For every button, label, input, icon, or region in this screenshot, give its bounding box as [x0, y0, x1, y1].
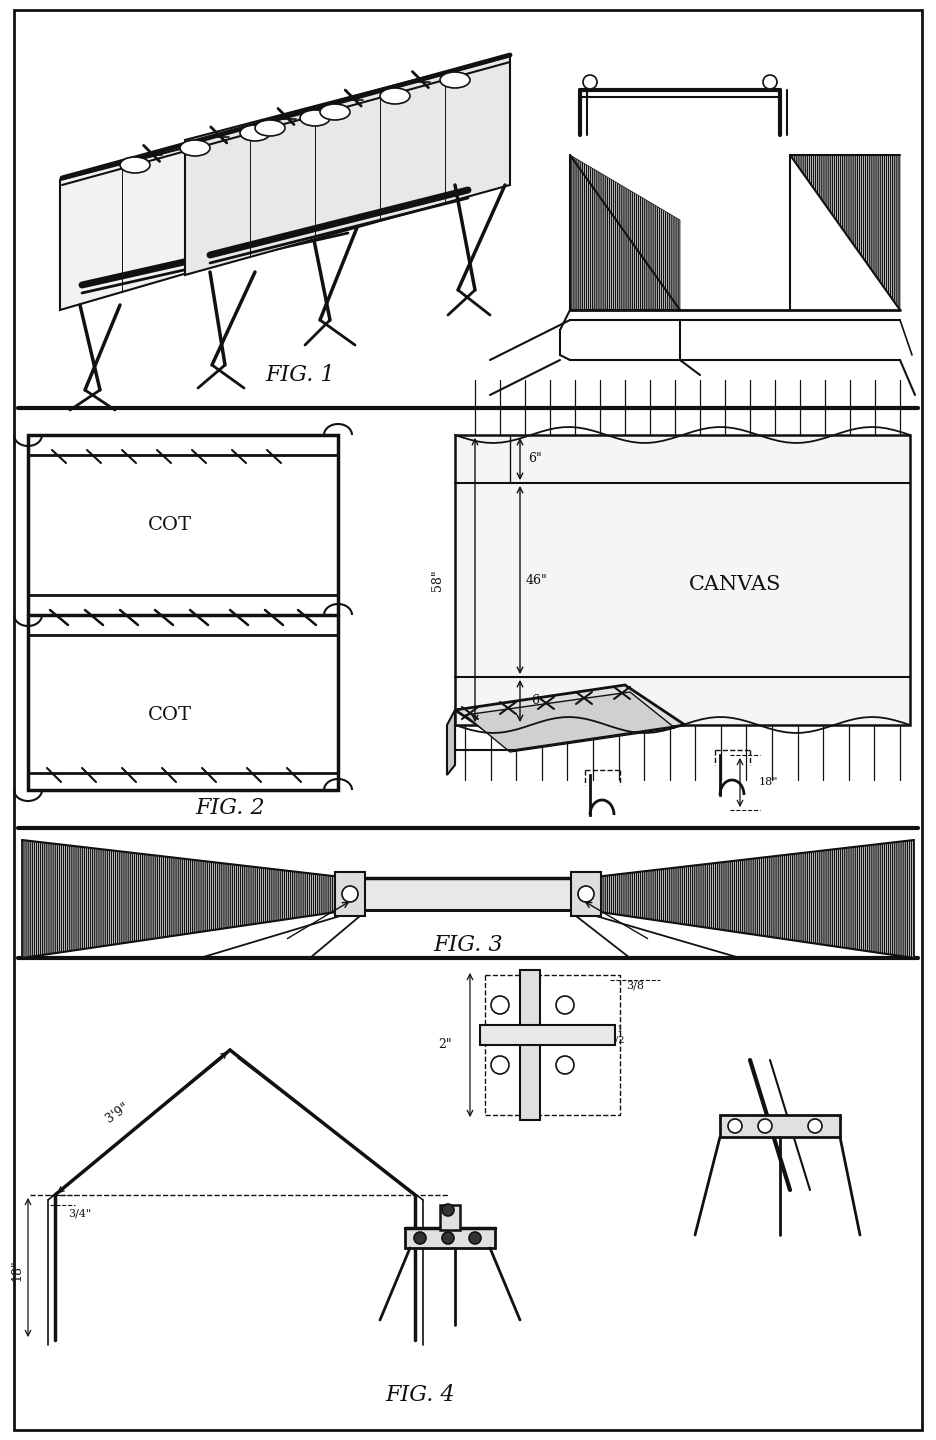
Circle shape	[583, 75, 597, 89]
Polygon shape	[790, 156, 900, 310]
Text: 18": 18"	[758, 778, 778, 788]
Text: 6": 6"	[528, 452, 542, 465]
Polygon shape	[447, 710, 455, 775]
Ellipse shape	[180, 140, 210, 156]
Polygon shape	[465, 693, 675, 752]
Text: 46": 46"	[526, 573, 548, 586]
Text: 3/8: 3/8	[626, 981, 644, 991]
Circle shape	[469, 1233, 481, 1244]
Bar	[335, 873, 365, 916]
Bar	[485, 975, 620, 1115]
Ellipse shape	[320, 104, 350, 120]
Circle shape	[808, 1119, 822, 1133]
Polygon shape	[22, 840, 350, 958]
Text: FIG. 4: FIG. 4	[386, 1384, 455, 1405]
Circle shape	[342, 886, 358, 901]
Ellipse shape	[255, 120, 285, 135]
Ellipse shape	[380, 88, 410, 104]
Text: CANVAS: CANVAS	[689, 576, 782, 595]
Ellipse shape	[300, 109, 330, 125]
Bar	[455, 435, 910, 724]
Bar	[520, 971, 540, 1120]
Circle shape	[556, 1056, 574, 1074]
Bar	[28, 435, 338, 791]
Text: 1
/2: 1 /2	[615, 1025, 624, 1044]
Text: 3'9": 3'9"	[104, 1100, 132, 1125]
Bar	[720, 1115, 840, 1138]
Ellipse shape	[120, 157, 150, 173]
Polygon shape	[60, 99, 370, 310]
Bar	[405, 1228, 495, 1248]
Circle shape	[491, 996, 509, 1014]
Text: 58": 58"	[431, 569, 444, 590]
Text: 2": 2"	[438, 1038, 452, 1051]
Circle shape	[442, 1233, 454, 1244]
Circle shape	[556, 996, 574, 1014]
Text: FIG. 2: FIG. 2	[196, 796, 265, 819]
Circle shape	[578, 886, 594, 901]
Bar	[350, 878, 586, 910]
Text: COT: COT	[148, 706, 192, 724]
Bar	[571, 873, 601, 916]
Text: 6: 6	[531, 694, 539, 707]
Polygon shape	[570, 156, 680, 310]
Text: 18": 18"	[10, 1259, 23, 1280]
Text: 3/4": 3/4"	[68, 1208, 92, 1218]
Ellipse shape	[240, 125, 270, 141]
Circle shape	[728, 1119, 742, 1133]
Circle shape	[442, 1204, 454, 1215]
Ellipse shape	[440, 72, 470, 88]
Circle shape	[763, 75, 777, 89]
Circle shape	[414, 1233, 426, 1244]
Circle shape	[758, 1119, 772, 1133]
Text: FIG. 3: FIG. 3	[433, 935, 503, 956]
Polygon shape	[185, 55, 510, 275]
Text: FIG. 1: FIG. 1	[265, 364, 335, 386]
Text: COT: COT	[148, 516, 192, 534]
Polygon shape	[455, 685, 685, 750]
Circle shape	[491, 1056, 509, 1074]
Bar	[480, 1025, 615, 1045]
Bar	[440, 1205, 460, 1230]
Polygon shape	[586, 840, 914, 958]
